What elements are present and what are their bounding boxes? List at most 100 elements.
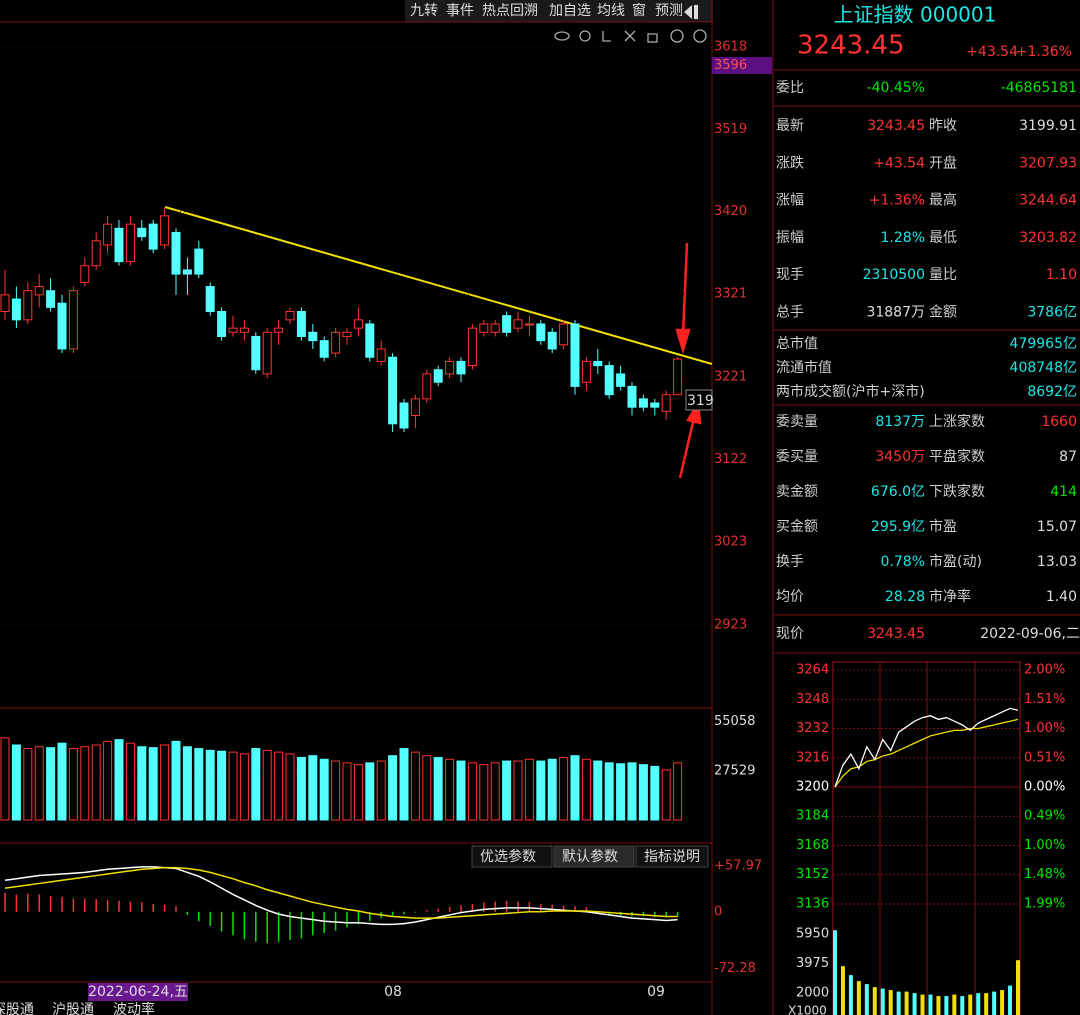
candle-body	[410, 398, 420, 416]
volume-bar	[661, 769, 671, 821]
pct-label: 0.49%	[1024, 809, 1065, 824]
candle-body	[0, 294, 10, 313]
volume-bar	[251, 748, 261, 821]
volume-bar	[547, 758, 557, 821]
volume-bar	[308, 755, 318, 821]
intraday-volume-bar	[872, 987, 877, 1015]
indicator-button[interactable]: 指标说明	[644, 849, 700, 865]
toolbar-button[interactable]: 均线	[597, 3, 625, 19]
candle-body	[80, 265, 90, 283]
tab[interactable]: 深股通	[0, 1002, 34, 1015]
volume-bar	[103, 740, 113, 821]
label: 总市值	[776, 335, 818, 352]
value: 31887万	[866, 305, 925, 321]
y-tick-label: 3232	[796, 721, 829, 736]
label: 两市成交额(沪市+深市)	[776, 383, 925, 400]
quote-price: 3243.45	[797, 31, 905, 61]
volume-bar	[285, 753, 295, 821]
toolbar-button[interactable]: 预测	[655, 3, 683, 19]
indicator-button-bg[interactable]	[635, 845, 709, 868]
candle-body	[467, 327, 477, 367]
label: 金额	[929, 305, 957, 321]
volume-bar	[399, 748, 409, 821]
volume-bar	[673, 762, 683, 821]
volume-bar	[422, 755, 432, 821]
intraday-volume-bar	[976, 993, 981, 1015]
volume-bar	[148, 747, 158, 821]
candle-body	[479, 323, 489, 333]
indicator-button-bg[interactable]	[553, 845, 635, 868]
candle-body	[490, 323, 500, 333]
value: 13.03	[1037, 554, 1077, 570]
candle-body	[171, 231, 181, 275]
value: 3243.45	[867, 626, 925, 642]
label: 涨跌	[776, 155, 804, 171]
y-tick-label: 3321	[714, 287, 747, 302]
volume-bar	[433, 756, 443, 821]
volume-bar	[137, 746, 147, 821]
label: 最低	[929, 230, 957, 246]
y-tick-label: 3200	[796, 780, 829, 795]
toolbar-button[interactable]: 九转	[410, 3, 438, 19]
intraday-volume-bar	[856, 981, 861, 1015]
toolbar-button[interactable]: 窗	[632, 2, 646, 19]
label: 最高	[929, 192, 957, 209]
pct-label: 1.51%	[1024, 692, 1065, 707]
candle-body	[23, 290, 33, 321]
cursor-date: 2022-06-24,五	[88, 984, 188, 1000]
pct-label: 1.00%	[1024, 838, 1065, 853]
candle-body	[673, 358, 683, 396]
volume-bar	[91, 744, 101, 821]
volume-bar	[57, 742, 67, 821]
cursor-label-box	[685, 389, 713, 411]
value: 479965亿	[1010, 336, 1077, 352]
intraday-volume-bar	[936, 996, 941, 1015]
candle-body	[524, 323, 534, 326]
tab[interactable]: 沪股通	[52, 1002, 94, 1015]
value: 295.9亿	[871, 519, 925, 535]
intraday-volume-bar	[1016, 960, 1020, 1015]
y-tick-label: 3152	[796, 867, 829, 882]
volume-bar	[319, 758, 329, 821]
y-tick-label: 3420	[714, 204, 747, 219]
cursor-price-box	[712, 57, 772, 74]
tab[interactable]: 波动率	[113, 1001, 155, 1015]
trend-line	[164, 206, 713, 365]
volume-bar	[524, 758, 534, 821]
toolbar-button[interactable]: 加自选	[549, 3, 591, 19]
collapse-icon[interactable]	[684, 5, 698, 19]
pct-label: 1.48%	[1024, 867, 1065, 882]
value: 3199.91	[1019, 118, 1077, 134]
value: 408748亿	[1010, 360, 1077, 376]
volume-bar	[388, 755, 398, 821]
volume-bar	[593, 760, 603, 821]
intraday-volume-bar	[840, 966, 845, 1015]
toolbar-button[interactable]: 热点回溯	[482, 3, 538, 19]
cursor-label: 319	[687, 393, 714, 409]
intraday-volume-bar	[944, 996, 949, 1015]
volume-bar	[456, 760, 466, 821]
indicator-button[interactable]: 默认参数	[562, 848, 618, 865]
value: 3244.64	[1019, 193, 1077, 209]
value: 15.07	[1037, 519, 1077, 535]
candle-body	[456, 360, 466, 375]
candle-body	[262, 331, 272, 375]
value: 28.28	[885, 589, 925, 605]
volume-bar	[490, 762, 500, 821]
intraday-volume-bar	[984, 993, 989, 1015]
volume-bar	[376, 760, 386, 821]
intraday-volume-bar	[1008, 985, 1013, 1015]
toolbar-button[interactable]: 事件	[446, 3, 474, 19]
indicator-button[interactable]: 优选参数	[480, 848, 536, 865]
y-tick-label: 3519	[714, 122, 747, 137]
indicator-button-bg[interactable]	[471, 845, 553, 868]
month-label: 09	[647, 984, 665, 1000]
candle-body	[604, 365, 614, 396]
volume-bar	[239, 753, 249, 821]
intraday-volume-bar	[833, 930, 837, 1015]
volume-bar	[114, 739, 124, 821]
candle-body	[91, 240, 101, 267]
month-label: 08	[384, 984, 402, 1000]
candle-body	[388, 356, 398, 425]
label: 总手	[776, 305, 804, 321]
